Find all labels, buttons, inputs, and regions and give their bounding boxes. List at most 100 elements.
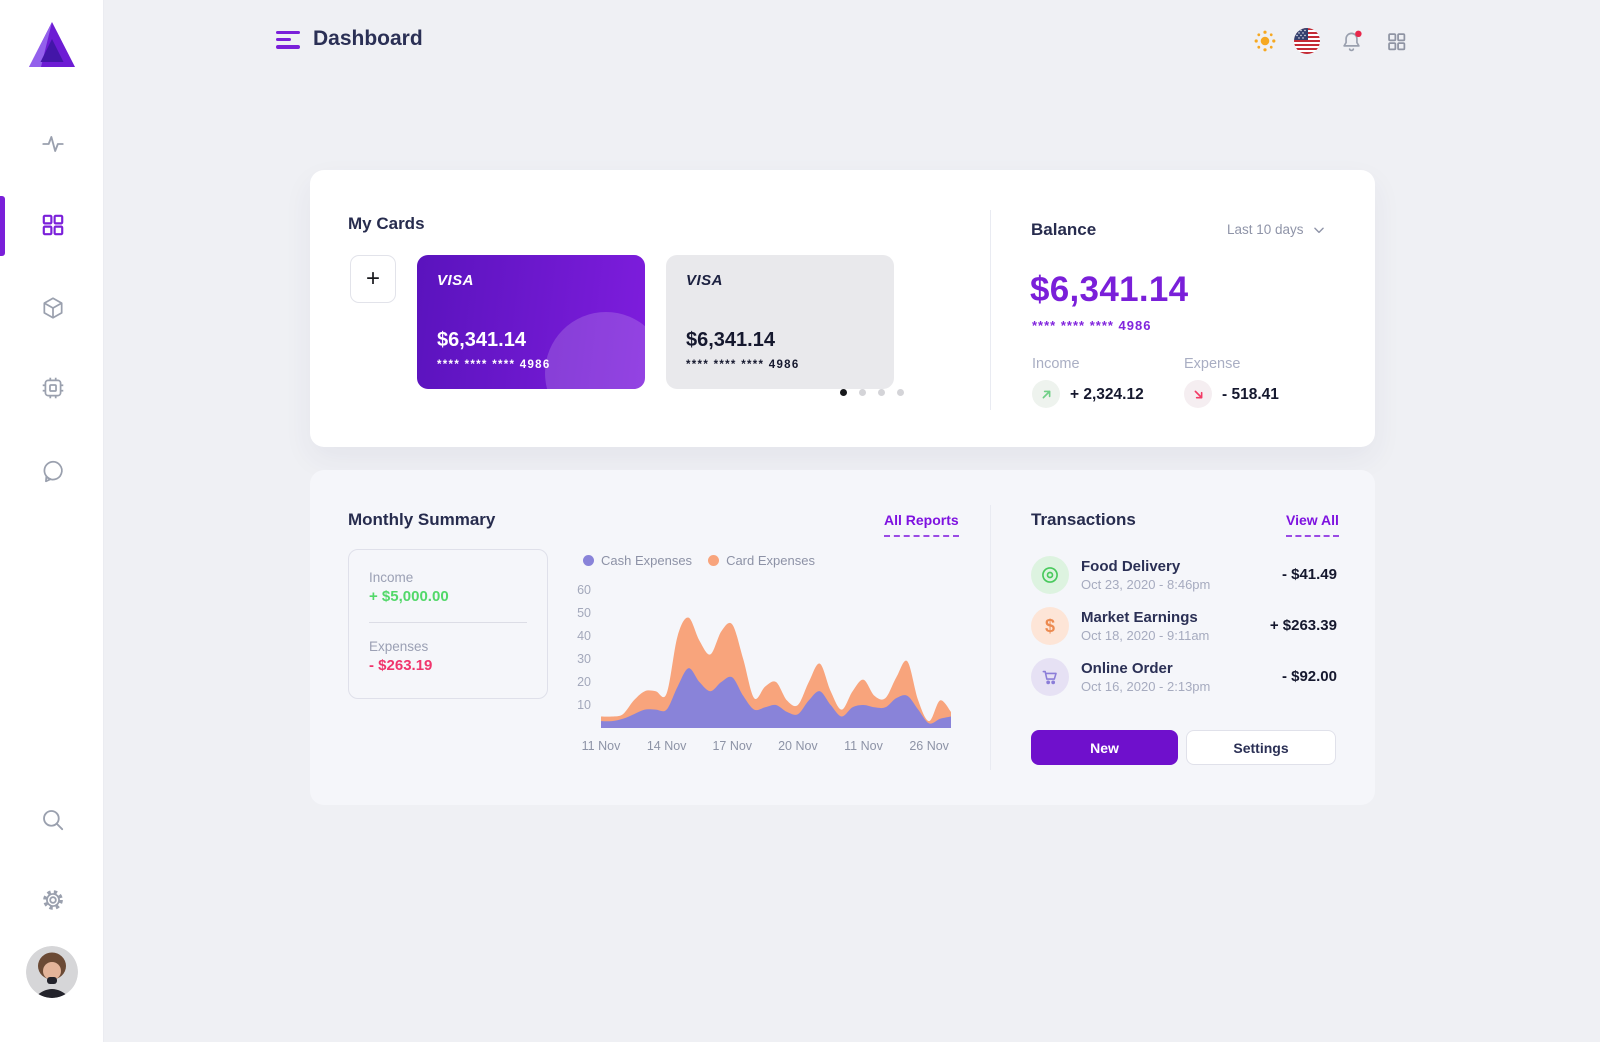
summary-expenses-label: Expenses <box>369 639 429 654</box>
sidebar-item-system[interactable] <box>40 375 66 401</box>
avatar-photo <box>26 946 78 998</box>
page-title: Dashboard <box>313 27 423 50</box>
notifications-button[interactable] <box>1338 28 1364 54</box>
cube-icon <box>43 297 63 319</box>
apps-menu-button[interactable] <box>1383 28 1409 54</box>
svg-text:30: 30 <box>577 652 591 666</box>
income-expense-summary: Income + $5,000.00 Expenses - $263.19 <box>348 549 548 699</box>
svg-text:50: 50 <box>577 606 591 620</box>
add-card-button[interactable]: + <box>350 255 396 303</box>
bank-card-secondary[interactable]: VISA $6,341.14 **** **** **** 4986 <box>666 255 894 389</box>
svg-text:26 Nov: 26 Nov <box>909 739 949 753</box>
us-flag-icon <box>1294 28 1320 54</box>
period-label: Last 10 days <box>1227 222 1304 237</box>
chart-legend: Cash Expenses Card Expenses <box>583 553 815 568</box>
my-cards-title: My Cards <box>348 214 425 233</box>
triangle-logo-icon <box>29 22 75 67</box>
chevron-down-icon <box>1313 227 1324 233</box>
expense-label: Expense <box>1184 356 1241 372</box>
transaction-amount: - $41.49 <box>1281 566 1337 583</box>
search-icon <box>43 810 64 831</box>
transaction-row[interactable]: Online Order Oct 16, 2020 - 2:13pm - $92… <box>1031 658 1337 698</box>
app-logo[interactable] <box>27 20 77 70</box>
period-selector[interactable]: Last 10 days <box>1227 222 1326 237</box>
income-label: Income <box>1032 356 1080 372</box>
transaction-amount: - $92.00 <box>1281 668 1337 685</box>
legend-item-card: Card Expenses <box>708 553 815 568</box>
summary-income-value: + $5,000.00 <box>369 588 449 605</box>
sidebar-item-messages[interactable] <box>40 458 66 484</box>
svg-text:11 Nov: 11 Nov <box>582 739 621 753</box>
legend-item-cash: Cash Expenses <box>583 553 692 568</box>
pagination-dot[interactable] <box>840 389 847 396</box>
visa-logo: VISA <box>686 272 724 289</box>
transaction-date: Oct 18, 2020 - 9:11am <box>1081 628 1210 643</box>
dollar-icon: $ <box>1031 607 1069 645</box>
visa-logo: VISA <box>437 272 475 289</box>
pagination-dot[interactable] <box>878 389 885 396</box>
notification-badge <box>1354 30 1362 37</box>
svg-text:60: 60 <box>577 583 591 597</box>
theme-sun-button[interactable] <box>1252 28 1278 54</box>
sidebar-item-search[interactable] <box>40 807 66 833</box>
transaction-name: Online Order <box>1081 660 1173 677</box>
language-flag-button[interactable] <box>1294 28 1320 54</box>
active-nav-indicator <box>0 196 5 256</box>
transaction-name: Food Delivery <box>1081 558 1181 575</box>
monthly-summary-title: Monthly Summary <box>348 510 496 529</box>
pagination-dot[interactable] <box>897 389 904 396</box>
summary-income-label: Income <box>369 570 414 585</box>
expenses-area-chart: 10 20 30 40 50 60 11 Nov 14 Nov 17 Nov 20 Nov 11 N… <box>577 583 951 753</box>
transaction-date: Oct 23, 2020 - 8:46pm <box>1081 577 1211 592</box>
new-button[interactable]: New <box>1031 730 1178 765</box>
summary-divider <box>369 622 527 623</box>
menu-toggle-button[interactable] <box>276 31 300 49</box>
view-all-link[interactable]: View All <box>1286 512 1339 537</box>
transaction-amount: + $263.39 <box>1269 617 1337 634</box>
sidebar-item-packages[interactable] <box>40 295 66 321</box>
transaction-name: Market Earnings <box>1081 609 1198 626</box>
pagination-dot[interactable] <box>859 389 866 396</box>
sidebar-item-settings[interactable] <box>40 887 66 913</box>
transaction-row[interactable]: Food Delivery Oct 23, 2020 - 8:46pm - $4… <box>1031 556 1337 596</box>
arrow-up-right-icon <box>1042 390 1050 398</box>
transactions-title: Transactions <box>1031 510 1136 529</box>
disc-icon <box>1031 556 1069 594</box>
expense-arrow-badge <box>1184 380 1212 408</box>
sidebar-item-activity[interactable] <box>40 131 66 157</box>
bank-card-primary[interactable]: VISA $6,341.14 **** **** **** 4986 <box>417 255 645 389</box>
svg-text:14 Nov: 14 Nov <box>647 739 687 753</box>
card-number: **** **** **** 4986 <box>437 359 551 371</box>
sidebar-item-dashboard[interactable] <box>40 212 66 238</box>
transaction-row[interactable]: $ Market Earnings Oct 18, 2020 - 9:11am … <box>1031 607 1337 647</box>
summary-transactions-panel: Monthly Summary All Reports Income + $5,… <box>310 470 1375 805</box>
svg-text:40: 40 <box>577 629 591 643</box>
svg-text:11 Nov: 11 Nov <box>844 739 883 753</box>
legend-dot-card <box>708 555 720 566</box>
balance-amount: $6,341.14 <box>1030 270 1189 309</box>
user-avatar[interactable] <box>26 946 78 998</box>
cards-balance-panel: My Cards + VISA $6,341.14 **** **** ****… <box>310 170 1375 447</box>
settings-button[interactable]: Settings <box>1186 730 1336 765</box>
card-amount: $6,341.14 <box>437 329 526 351</box>
svg-text:10: 10 <box>577 698 591 712</box>
section-divider <box>990 210 991 410</box>
section-divider <box>990 505 991 770</box>
gear-icon <box>43 890 63 910</box>
activity-icon <box>42 136 64 152</box>
all-reports-link[interactable]: All Reports <box>884 512 959 537</box>
svg-text:20: 20 <box>577 675 591 689</box>
chat-bubble-icon <box>43 461 63 483</box>
expense-value: - 518.41 <box>1222 386 1279 403</box>
sidebar <box>0 0 104 1042</box>
grid-icon <box>42 214 64 236</box>
card-decoration-circle <box>545 312 645 389</box>
svg-text:17 Nov: 17 Nov <box>712 739 752 753</box>
card-pagination-dots[interactable] <box>840 389 904 396</box>
card-number: **** **** **** 4986 <box>686 359 800 371</box>
card-amount: $6,341.14 <box>686 329 775 351</box>
balance-title: Balance <box>1031 220 1097 239</box>
legend-label-cash: Cash Expenses <box>601 553 693 568</box>
cart-icon <box>1031 658 1069 696</box>
income-value: + 2,324.12 <box>1070 386 1144 403</box>
